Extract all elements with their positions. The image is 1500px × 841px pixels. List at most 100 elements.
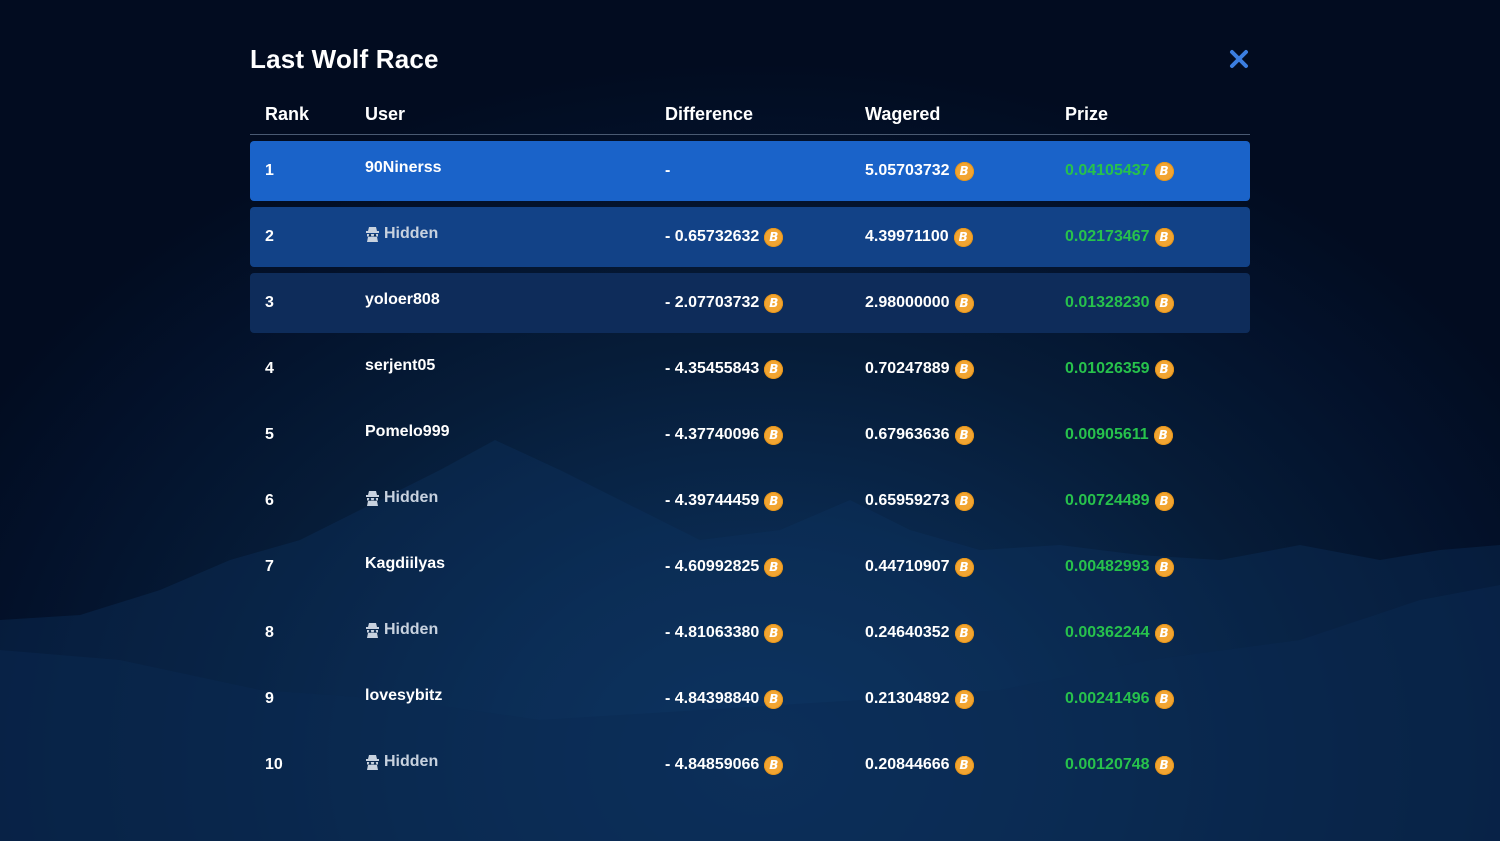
prize-cell: 0.00905611 B <box>1065 405 1173 465</box>
rank-cell: 3 <box>265 294 274 311</box>
bitcoin-icon: B <box>954 755 974 775</box>
wagered-value: 0.24640352 <box>865 624 950 641</box>
rank-cell: 8 <box>265 624 274 641</box>
wagered-cell: 2.98000000 B <box>865 273 974 333</box>
header-rank: Rank <box>265 104 310 124</box>
rank-cell: 5 <box>265 426 274 443</box>
bitcoin-icon: B <box>764 557 784 577</box>
hidden-user-cell: Hidden <box>365 600 438 660</box>
wagered-cell: 0.21304892 B <box>865 669 974 729</box>
close-button[interactable] <box>1228 48 1250 70</box>
difference-value: - <box>665 162 671 179</box>
bitcoin-icon: B <box>764 227 784 247</box>
username: serjent05 <box>365 357 436 374</box>
hidden-user-cell: Hidden <box>365 468 438 528</box>
rank-cell: 6 <box>265 492 274 509</box>
difference-value: - 4.84859066 <box>665 756 760 773</box>
username: Hidden <box>384 225 439 242</box>
table-row[interactable]: 8 Hidden - 4.81063380 B 0.24640352 B 0.0036224… <box>250 603 1250 663</box>
username: 90Ninerss <box>365 159 442 176</box>
incognito-icon <box>366 755 379 770</box>
user-cell[interactable]: Kagdiilyas <box>365 534 445 594</box>
rank-cell: 10 <box>265 756 283 773</box>
rank-cell: 9 <box>265 690 274 707</box>
user-cell[interactable]: Pomelo999 <box>365 402 449 462</box>
prize-value: 0.00241496 <box>1065 690 1150 707</box>
table-row[interactable]: 3 yoloer808- 2.07703732 B 2.98000000 B 0.0132… <box>250 273 1250 333</box>
username: Hidden <box>384 489 439 506</box>
table-row[interactable]: 10 Hidden - 4.84859066 B 0.20844666 B 0.001207… <box>250 735 1250 795</box>
user-cell[interactable]: lovesybitz <box>365 666 442 726</box>
prize-cell: 0.00120748 B <box>1065 735 1174 795</box>
prize-value: 0.00724489 <box>1065 492 1150 509</box>
table-row[interactable]: 6 Hidden - 4.39744459 B 0.65959273 B 0.0072448… <box>250 471 1250 531</box>
bitcoin-icon: B <box>764 425 784 445</box>
prize-cell: 0.01026359 B <box>1065 339 1174 399</box>
wagered-value: 0.21304892 <box>865 690 950 707</box>
header-difference: Difference <box>665 104 754 124</box>
rank-cell: 2 <box>265 228 274 245</box>
username: yoloer808 <box>365 291 440 308</box>
wagered-value: 0.67963636 <box>865 426 950 443</box>
rank-cell: 4 <box>265 360 274 377</box>
difference-cell: - 4.84859066 B <box>665 735 784 795</box>
bitcoin-icon: B <box>764 623 784 643</box>
bitcoin-icon: B <box>1154 491 1174 511</box>
wagered-cell: 0.20844666 B <box>865 735 974 795</box>
header-prize: Prize <box>1065 104 1109 124</box>
difference-cell: - 4.60992825 B <box>665 537 784 597</box>
wagered-value: 2.98000000 <box>865 294 950 311</box>
bitcoin-icon: B <box>764 359 784 379</box>
table-row[interactable]: 9 lovesybitz - 4.84398840 B 0.21304892 B 0.002… <box>250 669 1250 729</box>
wagered-value: 0.44710907 <box>865 558 950 575</box>
difference-value: - 4.81063380 <box>665 624 760 641</box>
wagered-value: 0.20844666 <box>865 756 950 773</box>
bitcoin-icon: B <box>954 557 974 577</box>
username: Kagdiilyas <box>365 555 446 572</box>
table-header: Rank User Difference Wagered Prize <box>250 102 1250 135</box>
bitcoin-icon: B <box>764 755 784 775</box>
bitcoin-icon: B <box>1154 623 1174 643</box>
user-cell[interactable]: serjent05 <box>365 336 435 396</box>
bitcoin-icon: B <box>954 161 974 181</box>
modal-title: Last Wolf Race <box>250 44 439 74</box>
hidden-user-cell: Hidden <box>365 732 438 792</box>
username: Hidden <box>384 621 439 638</box>
username: Pomelo999 <box>365 423 450 440</box>
wagered-cell: 0.67963636 B <box>865 405 974 465</box>
bitcoin-icon: B <box>1154 293 1174 313</box>
prize-value: 0.00362244 <box>1065 624 1150 641</box>
bitcoin-icon: B <box>953 227 973 247</box>
rank-cell: 7 <box>265 558 274 575</box>
bitcoin-icon: B <box>1154 755 1174 775</box>
table-row[interactable]: 4 serjent05- 4.35455843 B 0.70247889 B 0.0102… <box>250 339 1250 399</box>
prize-value: 0.02173467 <box>1065 228 1150 245</box>
prize-cell: 0.01328230 B <box>1065 273 1174 333</box>
table-row[interactable]: 5 Pomelo999- 4.37740096 B 0.67963636 B 0.0090… <box>250 405 1250 465</box>
table-row[interactable]: 2 Hidden - 0.65732632 B 4.39971100 B 0.0217346… <box>250 207 1250 267</box>
user-cell[interactable]: 90Ninerss <box>365 138 442 198</box>
table-row[interactable]: 7 Kagdiilyas - 4.60992825 B 0.44710907 B 0.004… <box>250 537 1250 597</box>
incognito-icon <box>366 227 379 242</box>
close-icon <box>1230 50 1248 68</box>
prize-value: 0.01026359 <box>1065 360 1150 377</box>
incognito-icon <box>366 623 379 638</box>
wagered-cell: 4.39971100 B <box>865 207 973 267</box>
bitcoin-icon: B <box>1154 227 1174 247</box>
bitcoin-icon: B <box>954 689 974 709</box>
bitcoin-icon: B <box>954 425 974 445</box>
prize-cell: 0.04105437 B <box>1065 141 1174 201</box>
bitcoin-icon: B <box>1153 425 1173 445</box>
bitcoin-icon: B <box>1154 689 1174 709</box>
prize-cell: 0.02173467 B <box>1065 207 1174 267</box>
wagered-value: 0.70247889 <box>865 360 950 377</box>
difference-cell: - 4.39744459 B <box>665 471 784 531</box>
user-cell[interactable]: yoloer808 <box>365 270 440 330</box>
bitcoin-icon: B <box>954 293 974 313</box>
header-wagered: Wagered <box>865 104 941 124</box>
bitcoin-icon: B <box>954 623 974 643</box>
username: lovesybitz <box>365 687 443 704</box>
table-row[interactable]: 1 90Ninerss -5.05703732 B 0.04105437 B <box>250 141 1250 201</box>
prize-value: 0.01328230 <box>1065 294 1150 311</box>
difference-cell: - 2.07703732 B <box>665 273 784 333</box>
